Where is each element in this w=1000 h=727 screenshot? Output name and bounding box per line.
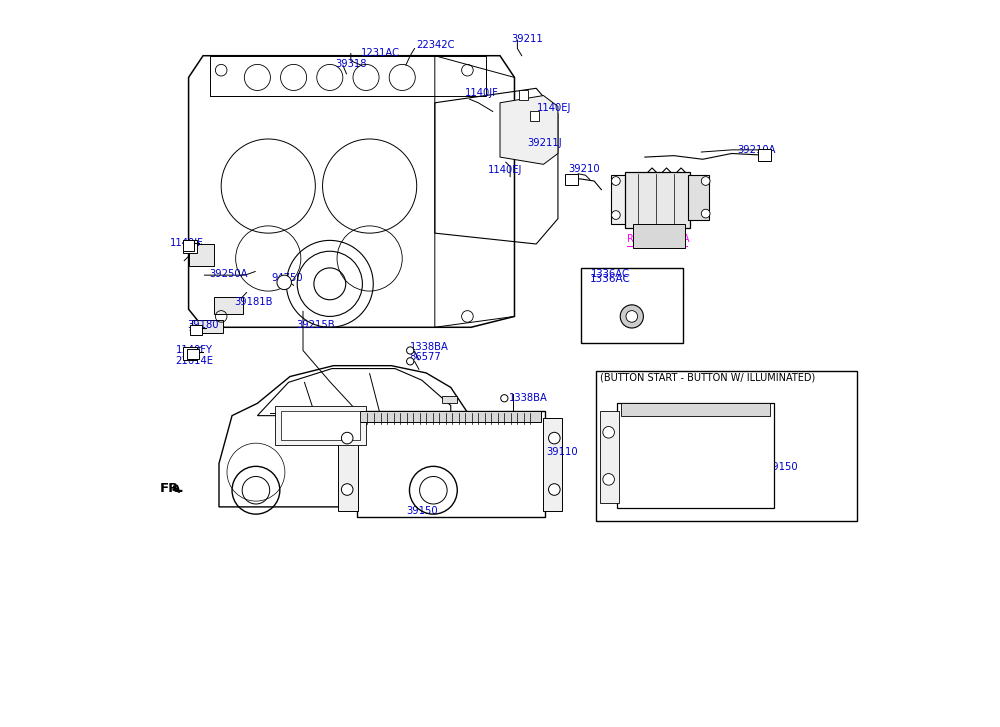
- Bar: [338, 418, 358, 511]
- Text: FR.: FR.: [160, 481, 184, 494]
- Text: 1140FY: 1140FY: [176, 345, 213, 356]
- Text: (BUTTON START - BUTTON W/ ILLUMINATED): (BUTTON START - BUTTON W/ ILLUMINATED): [600, 373, 815, 383]
- Bar: [565, 174, 578, 185]
- Text: 39110: 39110: [546, 447, 578, 457]
- Text: 39250A: 39250A: [209, 270, 247, 279]
- Text: 39180: 39180: [187, 320, 219, 330]
- Circle shape: [603, 473, 614, 485]
- Polygon shape: [214, 297, 243, 314]
- Text: REF.28-286A: REF.28-286A: [627, 234, 690, 244]
- Bar: [625, 172, 690, 228]
- Bar: [758, 149, 771, 161]
- Text: 1338BA: 1338BA: [509, 393, 548, 403]
- Text: 1140EJ: 1140EJ: [488, 165, 522, 175]
- Bar: [187, 349, 199, 359]
- Text: 39211J: 39211J: [527, 138, 561, 148]
- Bar: [633, 225, 685, 248]
- Polygon shape: [442, 396, 457, 403]
- Text: 94750: 94750: [272, 273, 303, 283]
- Bar: [275, 406, 366, 446]
- Circle shape: [620, 305, 643, 328]
- Circle shape: [549, 433, 560, 444]
- Text: 22342C: 22342C: [417, 40, 455, 50]
- Bar: [281, 411, 360, 440]
- Text: 39210A: 39210A: [738, 145, 776, 155]
- Bar: [543, 418, 562, 511]
- Text: 1336AC: 1336AC: [591, 270, 629, 279]
- Text: 86577: 86577: [409, 352, 441, 362]
- Text: 1140EJ: 1140EJ: [537, 103, 571, 113]
- Bar: [183, 241, 197, 254]
- Polygon shape: [500, 95, 558, 164]
- Bar: [183, 241, 194, 251]
- Polygon shape: [189, 244, 214, 266]
- Circle shape: [501, 395, 508, 402]
- Text: 39150: 39150: [767, 462, 798, 472]
- Text: 39215B: 39215B: [296, 320, 334, 330]
- Circle shape: [612, 211, 620, 220]
- Bar: [617, 403, 774, 508]
- Text: 21614E: 21614E: [176, 356, 214, 366]
- Circle shape: [407, 358, 414, 365]
- Bar: [357, 411, 545, 517]
- Bar: [519, 90, 528, 100]
- Bar: [360, 411, 541, 422]
- Circle shape: [603, 427, 614, 438]
- Text: 39318: 39318: [335, 59, 366, 68]
- Text: 39211: 39211: [512, 34, 543, 44]
- Bar: [688, 175, 709, 220]
- Text: 1140JF: 1140JF: [170, 238, 204, 249]
- Bar: [190, 325, 202, 335]
- Text: 1338BA: 1338BA: [409, 342, 448, 352]
- Circle shape: [277, 275, 291, 289]
- Bar: [530, 111, 539, 121]
- Circle shape: [701, 209, 710, 218]
- Text: 39150: 39150: [406, 505, 437, 515]
- Circle shape: [407, 347, 414, 354]
- Bar: [611, 175, 627, 225]
- Text: 1336AC: 1336AC: [590, 275, 631, 284]
- Polygon shape: [192, 320, 223, 333]
- Text: 39210: 39210: [568, 164, 600, 174]
- Circle shape: [341, 433, 353, 444]
- Bar: [621, 403, 770, 417]
- Circle shape: [626, 310, 638, 322]
- Text: 1140JF: 1140JF: [465, 89, 499, 98]
- Circle shape: [549, 483, 560, 495]
- Circle shape: [701, 177, 710, 185]
- Bar: [581, 268, 683, 343]
- Text: 1231AC: 1231AC: [361, 48, 400, 58]
- Circle shape: [612, 177, 620, 185]
- Circle shape: [341, 483, 353, 495]
- Bar: [596, 371, 857, 521]
- Bar: [183, 347, 197, 360]
- Bar: [600, 411, 619, 502]
- Text: 39181B: 39181B: [234, 297, 273, 307]
